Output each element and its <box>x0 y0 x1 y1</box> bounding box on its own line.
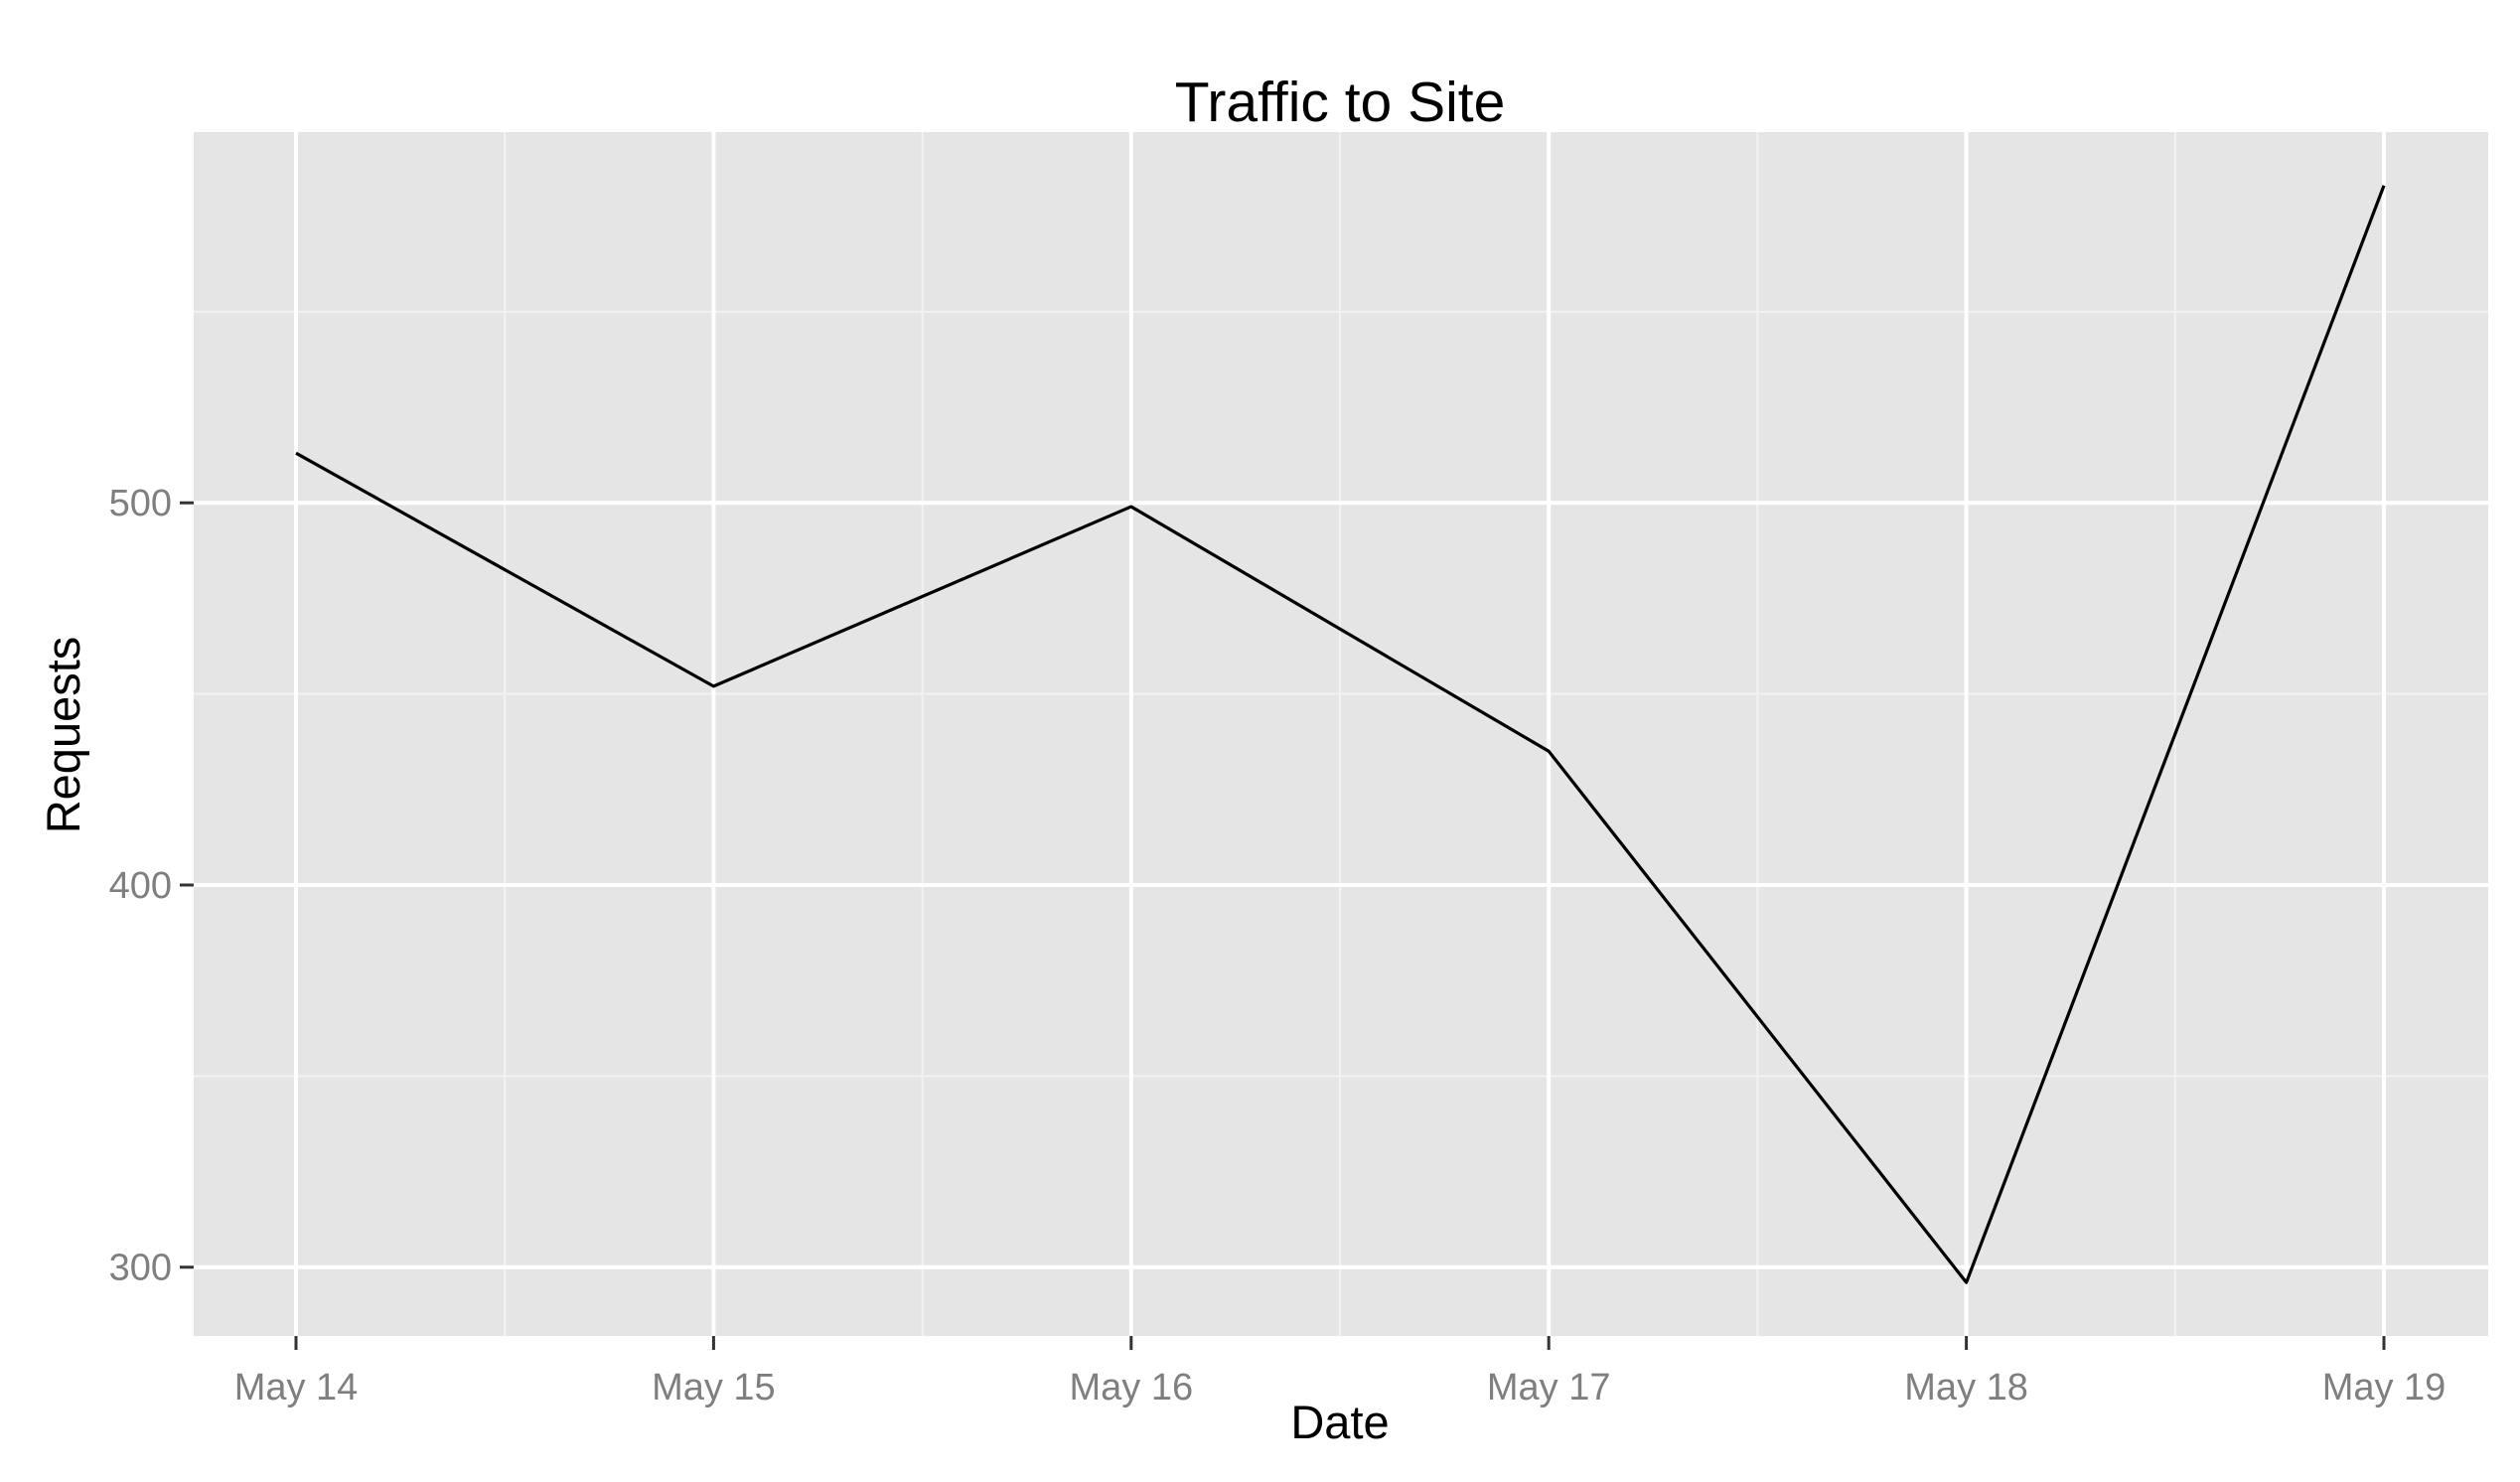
major-gridlines <box>194 132 2488 1336</box>
series-layer <box>295 185 2386 1284</box>
x-tick-label: May 19 <box>2322 1367 2446 1408</box>
axis-ticks <box>180 501 2386 1350</box>
x-tick-label: May 17 <box>1487 1367 1611 1408</box>
x-tick-label: May 14 <box>234 1367 359 1408</box>
y-axis-title: Requests <box>37 637 89 834</box>
y-tick-label: 300 <box>109 1248 172 1289</box>
tick-labels: May 14 May 15 May 16 May 17 May 18 May 19 300 4… <box>109 483 2446 1408</box>
chart-title: Traffic to Site <box>1175 71 1506 134</box>
series-line <box>295 185 2386 1284</box>
y-tick-label: 500 <box>109 483 172 524</box>
x-axis-title: Date <box>1290 1396 1389 1448</box>
x-tick-label: May 15 <box>652 1367 776 1408</box>
minor-gridlines <box>194 132 2488 1336</box>
y-tick-label: 400 <box>109 865 172 907</box>
x-tick-label: May 18 <box>1904 1367 2028 1408</box>
x-tick-label: May 16 <box>1069 1367 1193 1408</box>
